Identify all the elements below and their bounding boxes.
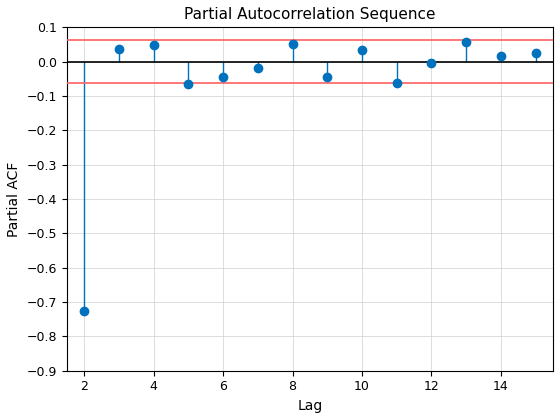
X-axis label: Lag: Lag — [297, 399, 323, 413]
Y-axis label: Partial ACF: Partial ACF — [7, 161, 21, 237]
Title: Partial Autocorrelation Sequence: Partial Autocorrelation Sequence — [184, 7, 436, 22]
